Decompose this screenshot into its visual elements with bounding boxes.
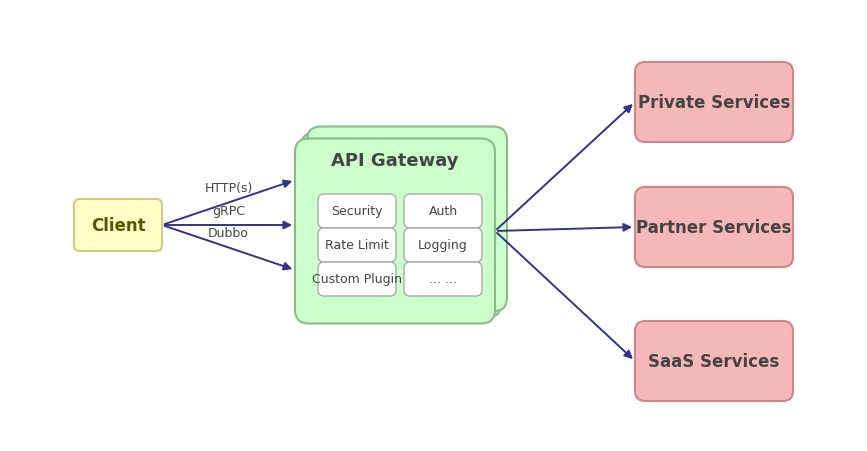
Text: Security: Security bbox=[331, 205, 382, 218]
Text: Custom Plugin: Custom Plugin bbox=[312, 273, 402, 286]
Text: Rate Limit: Rate Limit bbox=[325, 239, 389, 252]
FancyBboxPatch shape bbox=[404, 229, 482, 262]
Text: Client: Client bbox=[91, 216, 146, 235]
FancyBboxPatch shape bbox=[635, 63, 793, 143]
Text: API Gateway: API Gateway bbox=[331, 152, 459, 170]
FancyBboxPatch shape bbox=[404, 262, 482, 296]
Text: Partner Services: Partner Services bbox=[636, 219, 792, 236]
FancyBboxPatch shape bbox=[635, 188, 793, 267]
FancyBboxPatch shape bbox=[318, 262, 396, 296]
FancyBboxPatch shape bbox=[318, 229, 396, 262]
Text: Logging: Logging bbox=[418, 239, 468, 252]
FancyBboxPatch shape bbox=[295, 139, 495, 324]
FancyBboxPatch shape bbox=[318, 194, 396, 229]
Text: ... ...: ... ... bbox=[429, 273, 457, 286]
Text: SaaS Services: SaaS Services bbox=[649, 352, 779, 370]
FancyBboxPatch shape bbox=[74, 199, 162, 252]
Text: HTTP(s): HTTP(s) bbox=[205, 182, 252, 195]
Text: Dubbo: Dubbo bbox=[208, 227, 249, 240]
FancyBboxPatch shape bbox=[404, 194, 482, 229]
Text: Private Services: Private Services bbox=[638, 94, 790, 112]
Text: Auth: Auth bbox=[428, 205, 458, 218]
Text: gRPC: gRPC bbox=[212, 205, 245, 217]
FancyBboxPatch shape bbox=[301, 133, 501, 318]
FancyBboxPatch shape bbox=[307, 127, 507, 312]
FancyBboxPatch shape bbox=[635, 321, 793, 401]
